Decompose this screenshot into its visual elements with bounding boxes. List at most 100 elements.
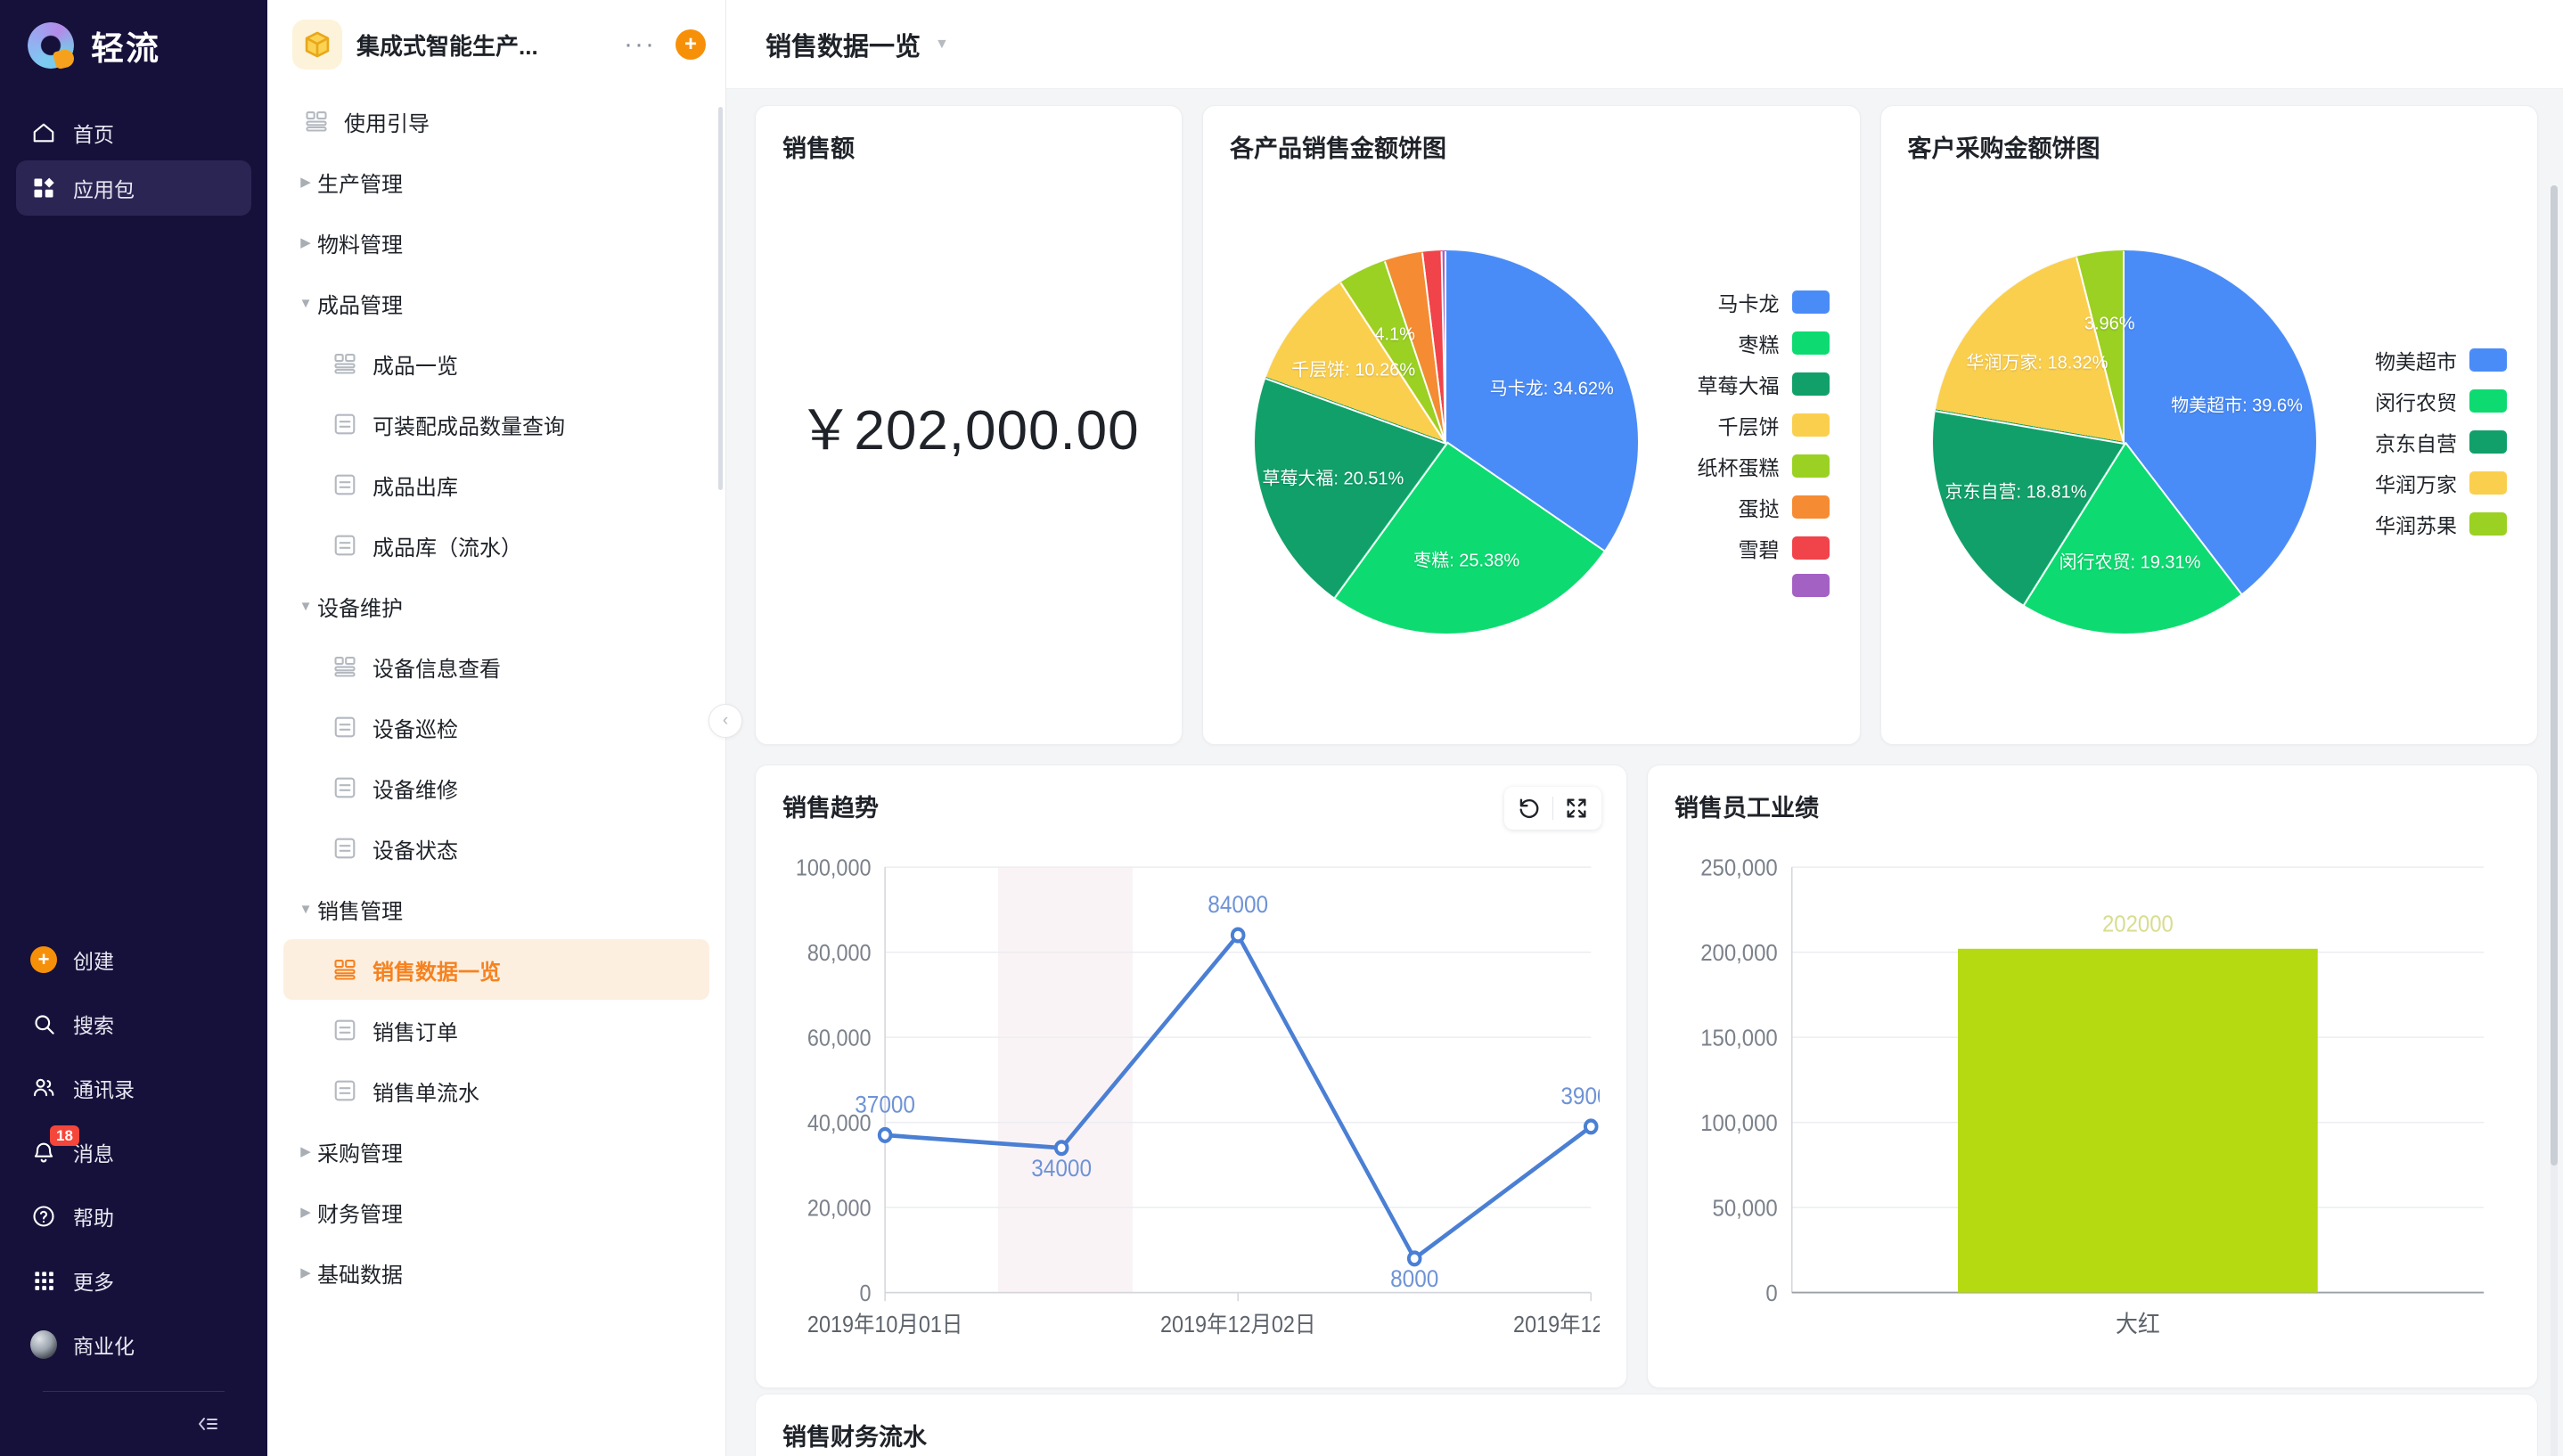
pie-slice-label: 华润万家: 18.32% xyxy=(1966,353,2109,373)
pie-legend-product: 马卡龙枣糕草莓大福千层饼纸杯蛋糕蛋挞雪碧 xyxy=(1664,287,1833,597)
x-axis-tick-label: 2019年12月02日 xyxy=(1160,1312,1315,1337)
rail-item-create[interactable]: + 创建 xyxy=(16,928,251,992)
caret-right-icon[interactable]: ▶ xyxy=(300,235,311,250)
legend-item[interactable]: 华润万家 xyxy=(2341,468,2507,498)
legend-item[interactable]: 草莓大福 xyxy=(1664,369,1830,399)
data-point[interactable] xyxy=(877,1126,893,1143)
rail-item-messages[interactable]: 18 消息 xyxy=(16,1120,251,1184)
pie-slice-label: 草莓大福: 20.51% xyxy=(1262,469,1404,489)
card-product-sales-pie: 各产品销售金额饼图 马卡龙: 34.62% 枣糕: 25.38% 草莓大福: 20.… xyxy=(1202,105,1861,745)
legend-item[interactable]: 雪碧 xyxy=(1664,533,1830,563)
menu-item-7[interactable]: 成品库（流水） xyxy=(283,515,709,576)
content-scrollbar-thumb[interactable] xyxy=(2551,185,2558,1166)
bar[interactable] xyxy=(1958,948,2318,1293)
pie-slice-label: 马卡龙: 34.62% xyxy=(1489,379,1614,399)
data-point[interactable] xyxy=(1230,927,1246,944)
data-point[interactable] xyxy=(1053,1140,1069,1157)
menu-item-6[interactable]: 成品出库 xyxy=(283,454,709,515)
bell-icon xyxy=(30,1139,57,1166)
menu-scrollbar[interactable] xyxy=(718,107,723,490)
menu-item-17[interactable]: ▶ 采购管理 xyxy=(283,1121,709,1182)
legend-item[interactable]: 纸杯蛋糕 xyxy=(1664,451,1830,481)
refresh-icon[interactable] xyxy=(1510,790,1549,826)
y-axis-tick-label: 200,000 xyxy=(1700,942,1778,967)
menu-item-11[interactable]: 设备维修 xyxy=(283,757,709,818)
menu-item-18[interactable]: ▶ 财务管理 xyxy=(283,1182,709,1242)
fullscreen-icon[interactable] xyxy=(1557,790,1596,826)
caret-right-icon[interactable]: ▶ xyxy=(300,1144,311,1159)
rail-item-label: 消息 xyxy=(73,1142,114,1166)
rail-item-label: 更多 xyxy=(73,1271,114,1294)
caret-down-icon[interactable]: ▼ xyxy=(299,295,313,311)
collapse-menu-handle[interactable]: ‹ xyxy=(708,704,742,738)
menu-item-13[interactable]: ▼ 销售管理 xyxy=(283,879,709,939)
caret-down-icon[interactable]: ▼ xyxy=(299,598,313,614)
menu-item-1[interactable]: ▶ 生产管理 xyxy=(283,151,709,212)
menu-item-10[interactable]: 设备巡检 xyxy=(283,697,709,757)
data-point-label: 8000 xyxy=(1390,1266,1438,1292)
data-point-label: 34000 xyxy=(1031,1156,1092,1182)
form-icon xyxy=(330,836,360,861)
menu-item-12[interactable]: 设备状态 xyxy=(283,818,709,879)
app-more-button[interactable]: ··· xyxy=(624,29,656,59)
menu-item-label: 采购管理 xyxy=(317,1141,403,1166)
y-axis-tick-label: 100,000 xyxy=(796,856,872,881)
data-point[interactable] xyxy=(1583,1118,1599,1135)
legend-item[interactable]: 华润苏果 xyxy=(2341,509,2507,539)
legend-item[interactable] xyxy=(1664,574,1830,597)
menu-item-0[interactable]: 使用引导 xyxy=(283,91,709,151)
chevron-down-icon[interactable]: ▼ xyxy=(935,36,949,52)
card-customer-purchase-pie: 客户采购金额饼图 物美超市: 39.6% 闵行农贸: 19.31% 京东自营: 18… xyxy=(1879,105,2538,745)
menu-item-8[interactable]: ▼ 设备维护 xyxy=(283,576,709,636)
add-app-button[interactable]: + xyxy=(676,29,706,60)
menu-item-label: 设备状态 xyxy=(373,838,458,863)
app-menu-sidebar: 集成式智能生产... ··· + 使用引导 ▶ 生产管理 ▶ 物料管理 ▼ 成品管理 成品一览… xyxy=(267,0,742,1456)
menu-item-2[interactable]: ▶ 物料管理 xyxy=(283,212,709,273)
legend-item[interactable]: 京东自营 xyxy=(2341,427,2507,457)
legend-item[interactable]: 闵行农贸 xyxy=(2341,386,2507,416)
rail-item-commercialize[interactable]: 商业化 xyxy=(16,1313,251,1377)
pie-slice-label: 物美超市: 39.6% xyxy=(2171,396,2303,416)
brand-logo[interactable]: 轻流 xyxy=(0,0,267,80)
content-scrollbar[interactable] xyxy=(2551,185,2558,1456)
caret-right-icon[interactable]: ▶ xyxy=(300,1265,311,1280)
menu-item-label: 基础数据 xyxy=(317,1263,403,1288)
rail-item-search[interactable]: 搜索 xyxy=(16,992,251,1056)
global-utility-nav: + 创建 搜索 通讯录 18 消息 xyxy=(0,928,267,1456)
caret-right-icon[interactable]: ▶ xyxy=(300,1205,311,1220)
menu-item-15[interactable]: 销售订单 xyxy=(283,1000,709,1060)
caret-right-icon[interactable]: ▶ xyxy=(300,175,311,190)
caret-down-icon[interactable]: ▼ xyxy=(299,901,313,917)
menu-item-19[interactable]: ▶ 基础数据 xyxy=(283,1242,709,1303)
dashboard-board: 销售额 ￥202,000.00 各产品销售金额饼图 马卡龙: 34.62% 枣糕:… xyxy=(726,89,2563,1456)
collapse-rail-button[interactable] xyxy=(16,1392,251,1456)
legend-swatch xyxy=(1791,536,1830,560)
page-title: 销售数据一览 xyxy=(766,32,921,61)
legend-item[interactable]: 物美超市 xyxy=(2341,345,2507,375)
globe-icon xyxy=(30,1330,57,1359)
legend-item[interactable]: 马卡龙 xyxy=(1664,287,1830,317)
pie-slice-label: 枣糕: 25.38% xyxy=(1413,551,1520,571)
menu-item-14[interactable]: 销售数据一览 xyxy=(283,939,709,1000)
menu-item-3[interactable]: ▼ 成品管理 xyxy=(283,273,709,333)
rail-item-help[interactable]: 帮助 xyxy=(16,1184,251,1248)
legend-item[interactable]: 千层饼 xyxy=(1664,410,1830,440)
data-point[interactable] xyxy=(1406,1250,1422,1267)
menu-item-label: 财务管理 xyxy=(317,1202,403,1227)
menu-item-4[interactable]: 成品一览 xyxy=(283,333,709,394)
pie-chart-customer: 物美超市: 39.6% 闵行农贸: 19.31% 京东自营: 18.81% 华润万家:… xyxy=(1908,250,2342,634)
rail-item-apps[interactable]: 应用包 xyxy=(16,160,251,216)
menu-item-5[interactable]: 可装配成品数量查询 xyxy=(283,394,709,454)
menu-item-16[interactable]: 销售单流水 xyxy=(283,1060,709,1121)
rail-item-contacts[interactable]: 通讯录 xyxy=(16,1056,251,1120)
menu-item-label: 设备维修 xyxy=(373,778,458,803)
menu-item-label: 生产管理 xyxy=(317,172,403,197)
menu-item-9[interactable]: 设备信息查看 xyxy=(283,636,709,697)
rail-item-home[interactable]: 首页 xyxy=(16,105,251,160)
legend-item[interactable]: 枣糕 xyxy=(1664,328,1830,358)
form-icon xyxy=(330,472,360,497)
grid-dots-icon xyxy=(30,1267,57,1294)
rail-item-more[interactable]: 更多 xyxy=(16,1248,251,1313)
legend-item[interactable]: 蛋挞 xyxy=(1664,492,1830,522)
pie-slice-separator xyxy=(1265,378,1447,445)
